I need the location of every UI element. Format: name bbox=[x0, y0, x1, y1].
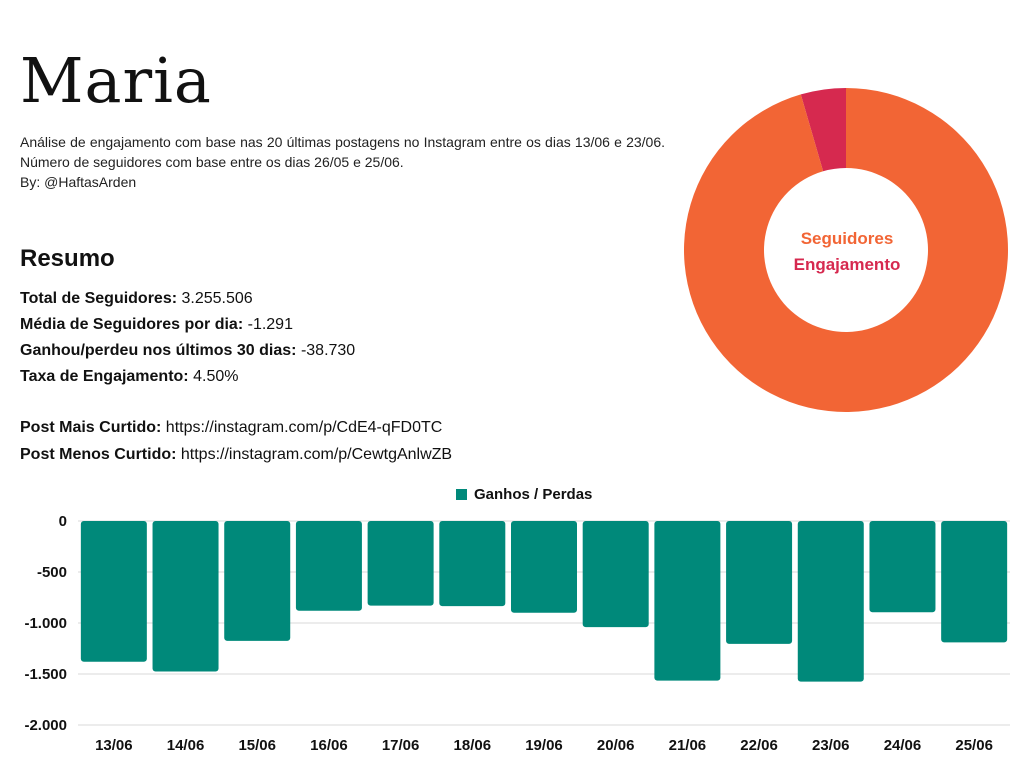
x-tick-label: 25/06 bbox=[955, 737, 993, 754]
x-tick-label: 22/06 bbox=[740, 737, 778, 754]
stat-total-followers: Total de Seguidores: 3.255.506 bbox=[20, 286, 355, 312]
legend-label: Ganhos / Perdas bbox=[474, 486, 593, 503]
x-tick-label: 17/06 bbox=[382, 737, 420, 754]
x-tick-label: 20/06 bbox=[597, 737, 635, 754]
description-text: Análise de engajamento com base nas 20 ú… bbox=[20, 134, 665, 170]
post-url[interactable]: https://instagram.com/p/CewtgAnlwZB bbox=[180, 446, 453, 463]
bar bbox=[80, 521, 147, 662]
stat-label: Média de Seguidores por dia: bbox=[20, 316, 244, 333]
stat-daily-average: Média de Seguidores por dia: -1.291 bbox=[20, 312, 355, 338]
legend-swatch bbox=[456, 489, 467, 500]
bar bbox=[367, 521, 434, 606]
post-url[interactable]: https://instagram.com/p/CdE4-qFD0TC bbox=[165, 419, 443, 436]
x-tick-label: 19/06 bbox=[525, 737, 563, 754]
bar bbox=[152, 521, 219, 672]
bar-chart-legend: Ganhos / Perdas bbox=[456, 486, 592, 503]
most-liked-post: Post Mais Curtido: https://instagram.com… bbox=[20, 414, 452, 441]
bar bbox=[295, 521, 362, 611]
donut-label-engagement: Engajamento bbox=[793, 255, 901, 274]
engagement-donut-chart bbox=[684, 88, 1008, 412]
x-tick-label: 23/06 bbox=[812, 737, 850, 754]
y-tick-label: -2.000 bbox=[24, 717, 67, 734]
donut-label-followers: Seguidores bbox=[800, 229, 894, 248]
byline: By: @HaftasArden bbox=[20, 174, 137, 190]
x-tick-label: 14/06 bbox=[167, 737, 205, 754]
bar bbox=[726, 521, 793, 644]
bar bbox=[869, 521, 936, 613]
x-tick-label: 24/06 bbox=[884, 737, 922, 754]
stat-30-day-change: Ganhou/perdeu nos últimos 30 dias: -38.7… bbox=[20, 338, 355, 364]
description: Análise de engajamento com base nas 20 ú… bbox=[20, 132, 665, 192]
profile-name: Maria bbox=[20, 44, 212, 117]
stat-label: Ganhou/perdeu nos últimos 30 dias: bbox=[20, 342, 297, 359]
x-tick-label: 21/06 bbox=[669, 737, 707, 754]
x-tick-label: 15/06 bbox=[238, 737, 276, 754]
y-tick-label: -1.000 bbox=[24, 615, 67, 632]
stat-value: 3.255.506 bbox=[181, 290, 253, 307]
bar bbox=[224, 521, 291, 641]
post-label: Post Menos Curtido: bbox=[20, 446, 177, 463]
summary-stats: Total de Seguidores: 3.255.506 Média de … bbox=[20, 286, 355, 390]
y-tick-label: -500 bbox=[37, 564, 67, 581]
bar bbox=[797, 521, 864, 682]
bar bbox=[582, 521, 649, 628]
donut-labels: Seguidores Engajamento bbox=[742, 226, 952, 278]
least-liked-post: Post Menos Curtido: https://instagram.co… bbox=[20, 441, 452, 468]
bar bbox=[511, 521, 577, 613]
x-tick-label: 18/06 bbox=[454, 737, 492, 754]
bar bbox=[439, 521, 506, 607]
donut-slice-engagement bbox=[800, 88, 846, 172]
x-tick-label: 16/06 bbox=[310, 737, 348, 754]
stat-value: -38.730 bbox=[300, 342, 356, 359]
summary-title: Resumo bbox=[20, 245, 115, 272]
stat-label: Taxa de Engajamento: bbox=[20, 368, 189, 385]
y-tick-label: -1.500 bbox=[24, 666, 67, 683]
y-tick-label: 0 bbox=[59, 513, 67, 530]
stat-engagement-rate: Taxa de Engajamento: 4.50% bbox=[20, 364, 355, 390]
stat-value: 4.50% bbox=[193, 368, 239, 385]
post-links: Post Mais Curtido: https://instagram.com… bbox=[20, 414, 452, 468]
stat-value: -1.291 bbox=[247, 316, 293, 333]
x-tick-label: 13/06 bbox=[95, 737, 133, 754]
bar bbox=[654, 521, 721, 681]
donut-slice-followers bbox=[684, 88, 1008, 412]
post-label: Post Mais Curtido: bbox=[20, 419, 162, 436]
stat-label: Total de Seguidores: bbox=[20, 290, 178, 307]
bar bbox=[941, 521, 1008, 643]
gains-losses-bar-chart: 0 -500 -1.000 -1.500 -2.000 13/06 14/06 15/06 16… bbox=[24, 513, 1010, 754]
